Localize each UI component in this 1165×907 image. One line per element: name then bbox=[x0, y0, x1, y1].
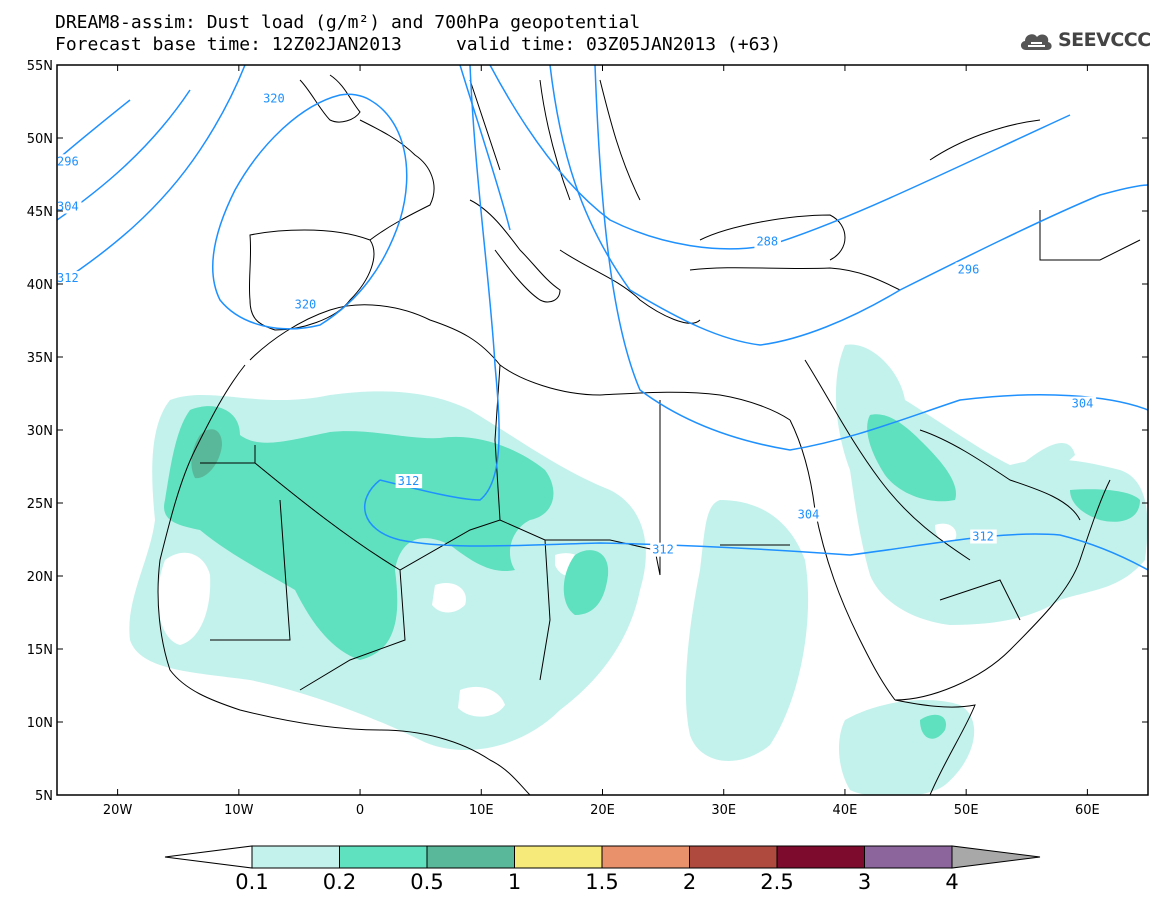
geopotential-contours bbox=[57, 65, 1148, 571]
colorbar-segment bbox=[514, 845, 603, 869]
x-tick-label: 10E bbox=[469, 803, 494, 818]
x-tick-label: 20W bbox=[103, 803, 133, 818]
colorbar-under-triangle bbox=[164, 845, 253, 869]
coastlines-borders bbox=[157, 74, 1141, 795]
y-tick-label: 40N bbox=[27, 278, 53, 293]
dust-region-0.2-0.5 bbox=[164, 406, 1140, 739]
contour-label-bg bbox=[970, 529, 997, 544]
map-subtitle-times: Forecast base time: 12Z02JAN2013 valid t… bbox=[55, 34, 782, 55]
contour-labels: 320 320 296 304 312 288 296 304 304 312 312 312 bbox=[57, 91, 1097, 557]
colorbar-label: 2.5 bbox=[760, 870, 793, 894]
y-tick-label: 30N bbox=[27, 424, 53, 439]
y-tick-label: 50N bbox=[27, 132, 53, 147]
contour-296-west bbox=[57, 99, 131, 161]
colorbar-label: 0.5 bbox=[410, 870, 443, 894]
contour-label: 312 bbox=[652, 543, 674, 557]
map-title: DREAM8-assim: Dust load (g/m²) and 700hP… bbox=[55, 12, 641, 33]
colorbar-label: 4 bbox=[945, 870, 958, 894]
contour-label: 304 bbox=[1072, 397, 1094, 411]
contour-label-bg bbox=[57, 154, 82, 169]
contour-label-bg bbox=[261, 91, 288, 106]
x-tick-label: 10W bbox=[224, 803, 254, 818]
cloud-icon bbox=[1020, 34, 1052, 50]
contour-288 bbox=[459, 65, 1071, 250]
seevccc-logo: SEEVCCC bbox=[1018, 26, 1151, 54]
contour-label-bg bbox=[650, 542, 677, 557]
y-tick-label: 5N bbox=[35, 789, 53, 804]
contour-label-bg bbox=[955, 262, 983, 277]
contour-320-loop bbox=[212, 93, 408, 330]
colorbar-label: 0.1 bbox=[235, 870, 268, 894]
y-tick-label: 55N bbox=[27, 59, 53, 74]
contour-label-bg bbox=[395, 474, 423, 489]
logo-text: SEEVCCC bbox=[1058, 29, 1151, 51]
contour-296 bbox=[549, 65, 1148, 346]
x-tick-label: 20E bbox=[590, 803, 615, 818]
colorbar-label: 3 bbox=[858, 870, 871, 894]
y-tick-label: 15N bbox=[27, 643, 53, 658]
contour-label: 312 bbox=[398, 474, 420, 488]
contour-label: 296 bbox=[57, 154, 79, 168]
colorbar-segment bbox=[339, 845, 428, 869]
contour-label-bg bbox=[57, 199, 82, 214]
contour-312-south bbox=[364, 65, 1148, 571]
axis-ticks: 20W 10W 0 10E 20E 30E 40E 50E 60E 55N 50N 45N 40N 35N… bbox=[27, 59, 1148, 818]
colorbar-over-triangle bbox=[951, 845, 1041, 869]
colorbar-segment bbox=[601, 845, 690, 869]
x-tick-label: 30E bbox=[711, 803, 736, 818]
contour-label-bg bbox=[292, 297, 320, 312]
colorbar-label: 1.5 bbox=[585, 870, 618, 894]
y-tick-label: 45N bbox=[27, 205, 53, 220]
y-tick-label: 20N bbox=[27, 570, 53, 585]
colorbar-segment bbox=[776, 845, 865, 869]
colorbar-segment bbox=[864, 845, 953, 869]
colorbar: 0.1 0.2 0.5 1 1.5 2 2.5 3 4 bbox=[164, 845, 1041, 894]
x-tick-label: 50E bbox=[954, 803, 979, 818]
y-tick-label: 35N bbox=[27, 351, 53, 366]
y-tick-label: 10N bbox=[27, 716, 53, 731]
contour-label: 288 bbox=[756, 235, 778, 249]
colorbar-segment bbox=[689, 845, 778, 869]
colorbar-segment bbox=[251, 845, 340, 869]
colorbar-label: 2 bbox=[683, 870, 696, 894]
x-tick-label: 60E bbox=[1075, 803, 1100, 818]
contour-label: 312 bbox=[57, 271, 79, 285]
y-tick-label: 25N bbox=[27, 497, 53, 512]
contour-label: 296 bbox=[958, 262, 980, 276]
contour-label-bg bbox=[1069, 396, 1097, 411]
contour-label: 312 bbox=[972, 530, 994, 544]
contour-label: 304 bbox=[57, 200, 79, 214]
colorbar-label: 0.2 bbox=[323, 870, 356, 894]
colorbar-segment bbox=[426, 845, 515, 869]
contour-label: 320 bbox=[295, 297, 317, 311]
contour-label: 320 bbox=[263, 92, 285, 106]
contour-304-middle bbox=[594, 65, 1148, 451]
colorbar-label: 1 bbox=[508, 870, 521, 894]
contour-312-west bbox=[57, 65, 246, 286]
x-tick-label: 40E bbox=[833, 803, 858, 818]
contour-label: 304 bbox=[798, 508, 820, 522]
x-tick-label: 0 bbox=[356, 803, 364, 818]
contour-label-bg bbox=[57, 271, 82, 286]
contour-label-bg bbox=[795, 507, 823, 522]
contour-label-bg bbox=[754, 234, 781, 249]
